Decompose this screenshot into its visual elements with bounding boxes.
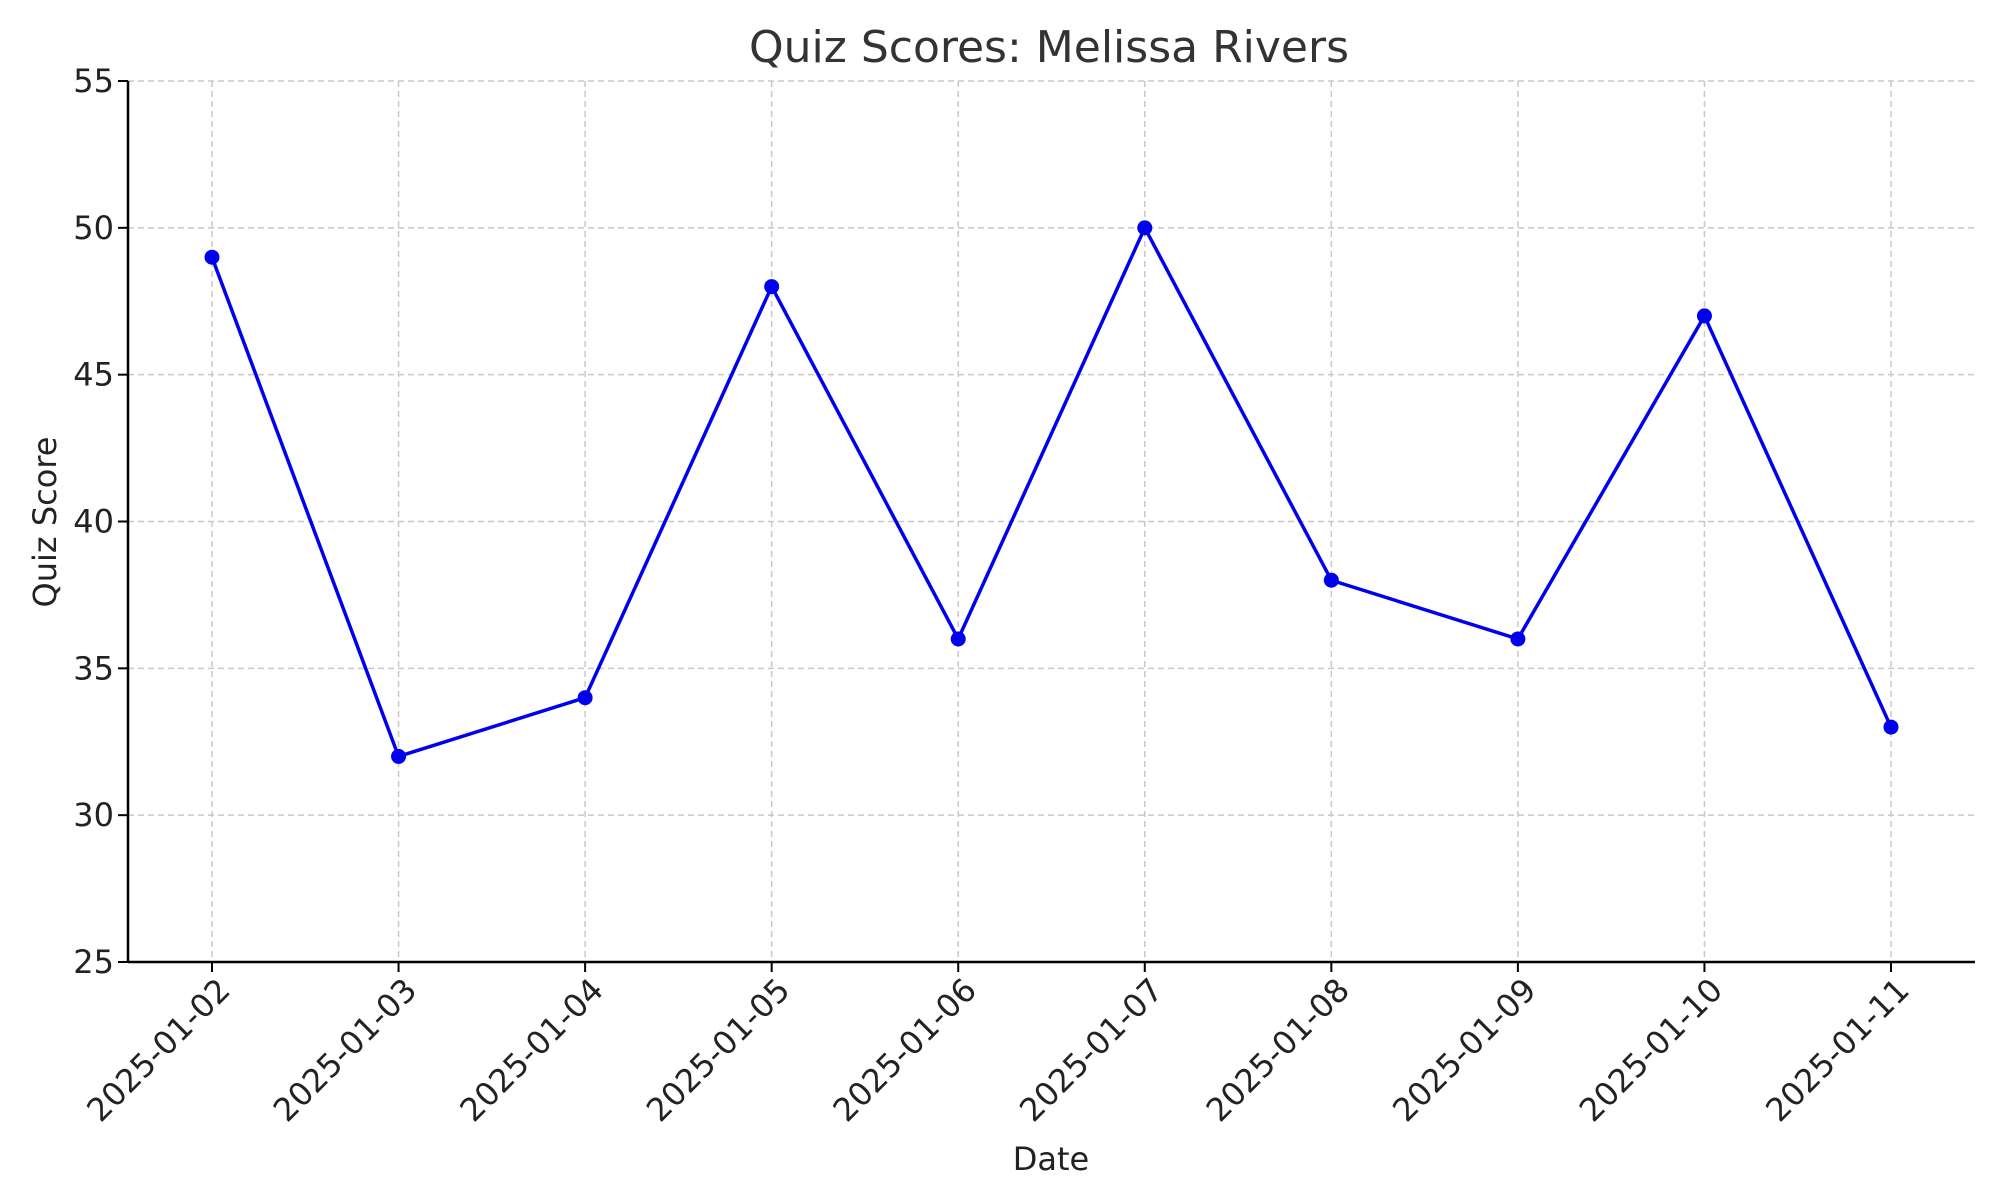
data-point bbox=[391, 748, 407, 764]
data-point bbox=[1323, 572, 1339, 588]
x-tick-label: 2025-01-06 bbox=[826, 971, 984, 1129]
data-point bbox=[1883, 719, 1899, 735]
x-tick-label: 2025-01-02 bbox=[79, 971, 237, 1129]
data-point bbox=[1137, 220, 1153, 236]
chart-title: Quiz Scores: Melissa Rivers bbox=[749, 22, 1349, 73]
series-line bbox=[210, 226, 1893, 759]
data-point bbox=[204, 249, 220, 265]
y-tick-label: 35 bbox=[73, 649, 114, 687]
data-point bbox=[764, 279, 780, 295]
x-tick-label: 2025-01-05 bbox=[639, 971, 797, 1129]
y-tick-label: 40 bbox=[73, 503, 114, 541]
grid bbox=[128, 80, 1975, 963]
data-point bbox=[1696, 308, 1712, 324]
x-tick-label: 2025-01-09 bbox=[1385, 971, 1543, 1129]
x-tick-label: 2025-01-07 bbox=[1012, 971, 1170, 1129]
data-point bbox=[950, 631, 966, 647]
data-point bbox=[1510, 631, 1526, 647]
y-tick-label: 55 bbox=[73, 62, 114, 100]
x-axis-label: Date bbox=[1013, 1140, 1089, 1178]
x-ticks: 2025-01-02 2025-01-03 2025-01-04 2025-01-05… bbox=[79, 962, 1917, 1129]
x-tick-label: 2025-01-10 bbox=[1572, 971, 1730, 1129]
y-tick-label: 45 bbox=[73, 356, 114, 394]
y-tick-label: 25 bbox=[73, 943, 114, 981]
x-tick-label: 2025-01-08 bbox=[1199, 971, 1357, 1129]
y-ticks: 25 30 35 40 45 50 55 bbox=[73, 62, 128, 981]
data-point bbox=[577, 690, 593, 706]
y-axis-label: Quiz Score bbox=[26, 437, 64, 608]
y-tick-label: 50 bbox=[73, 209, 114, 247]
y-tick-label: 30 bbox=[73, 796, 114, 834]
x-tick-label: 2025-01-11 bbox=[1758, 971, 1916, 1129]
x-tick-label: 2025-01-03 bbox=[266, 971, 424, 1129]
series bbox=[204, 220, 1899, 764]
x-tick-label: 2025-01-04 bbox=[452, 971, 610, 1129]
